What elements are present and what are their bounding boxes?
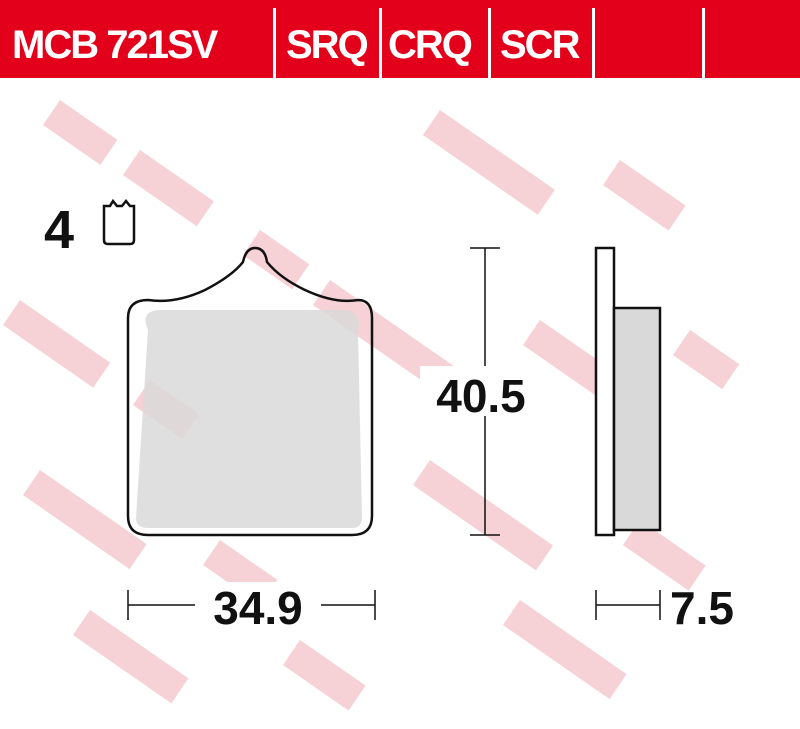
- backing-plate-outline: [126, 246, 374, 537]
- watermark-stripe: [283, 640, 366, 711]
- watermark-stripe: [73, 610, 189, 704]
- watermark-stripe: [3, 300, 111, 388]
- watermark-stripe: [673, 330, 740, 390]
- watermark-stripe: [603, 160, 686, 231]
- compound-scr: SCR: [500, 23, 580, 67]
- watermark-stripe: [43, 100, 118, 165]
- pad-side-view: [594, 246, 662, 537]
- pad-front-view: [126, 246, 374, 537]
- quantity-label: 4: [44, 200, 74, 260]
- compound-crq: CRQ: [388, 23, 473, 67]
- height-label: 40.5: [436, 370, 526, 422]
- compound-srq: SRQ: [286, 23, 369, 67]
- watermark-stripe: [23, 470, 147, 570]
- thickness-label: 7.5: [670, 582, 734, 634]
- part-number: MCB 721SV: [12, 23, 218, 67]
- watermark-stripe: [243, 230, 310, 290]
- friction-material: [136, 310, 362, 528]
- divider: [379, 8, 382, 78]
- watermark-stripe: [123, 150, 214, 227]
- watermark-stripe: [413, 460, 553, 571]
- watermark-stripe: [503, 600, 627, 700]
- watermark-stripe: [523, 320, 614, 397]
- watermark-stripe: [623, 520, 706, 591]
- brake-pad-icon: [102, 198, 136, 246]
- divider: [702, 8, 705, 78]
- thickness-dimension: [595, 590, 661, 620]
- header-bar: MCB 721SV SRQ CRQ SCR: [0, 0, 800, 82]
- watermark-stripe: [423, 110, 555, 215]
- watermark-stripe: [313, 280, 453, 391]
- width-label: 34.9: [213, 582, 303, 634]
- divider: [273, 8, 276, 78]
- divider: [488, 8, 491, 78]
- divider: [592, 8, 595, 78]
